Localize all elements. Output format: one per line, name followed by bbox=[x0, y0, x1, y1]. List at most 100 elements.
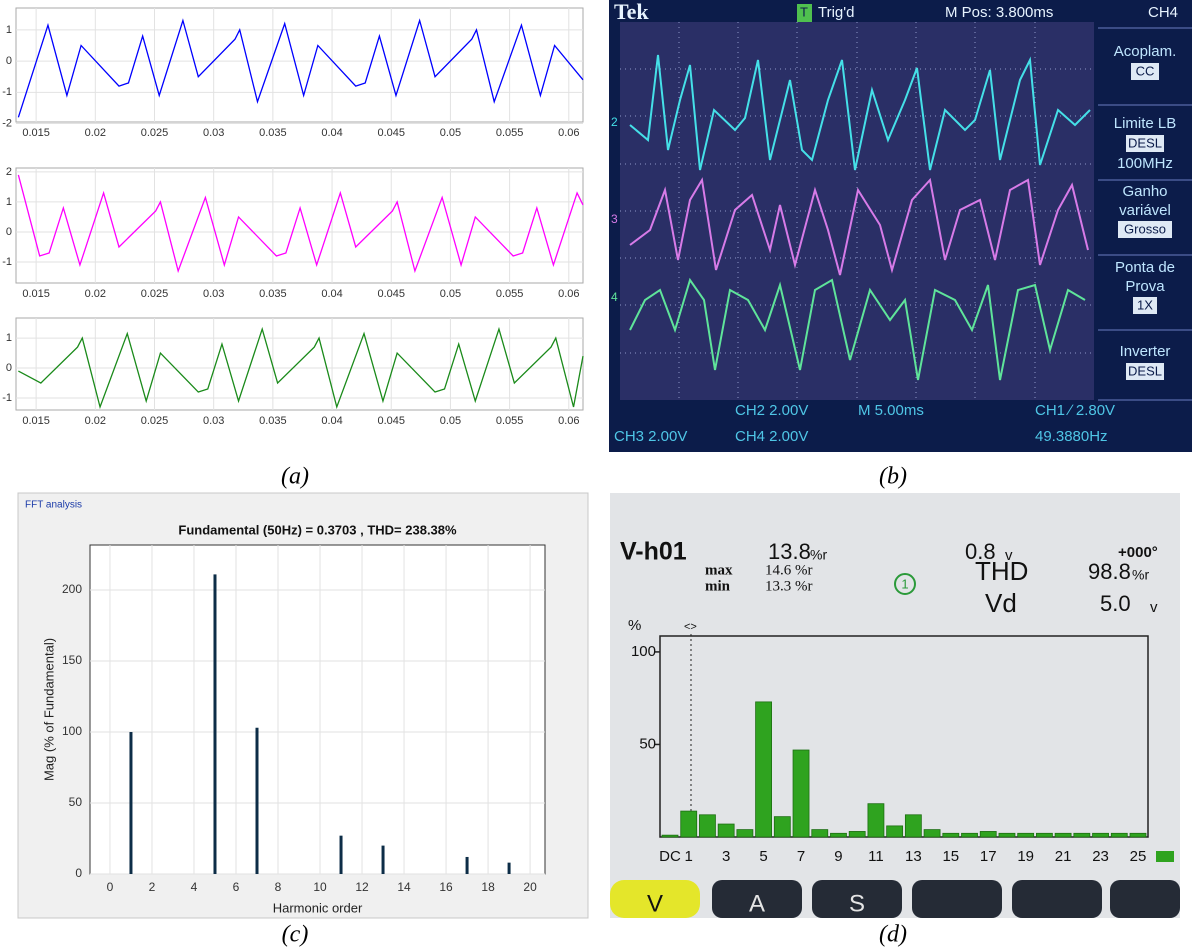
plot-area bbox=[15, 167, 584, 284]
x-tick-label: 7 bbox=[797, 848, 805, 865]
phase-indicator-ring bbox=[894, 573, 916, 595]
bar bbox=[998, 832, 1016, 838]
x-tick-label: 0.06 bbox=[558, 127, 579, 139]
bar bbox=[507, 862, 511, 874]
menu-value: 1X bbox=[1137, 297, 1153, 312]
x-axis-label: Harmonic order bbox=[273, 900, 363, 915]
bar bbox=[381, 845, 385, 874]
x-tick-label: 0.05 bbox=[440, 127, 461, 139]
x-tick-label: 0 bbox=[107, 880, 114, 894]
y-tick-label: -1 bbox=[2, 256, 12, 268]
y-tick-label: 1 bbox=[6, 196, 12, 208]
y-tick-label: 0 bbox=[6, 55, 12, 67]
x-tick-label: 0.015 bbox=[22, 127, 50, 139]
trigger-level: CH1 ∕ 2.80V bbox=[1035, 402, 1115, 419]
x-tick-label: 0.025 bbox=[141, 127, 169, 139]
bar bbox=[339, 835, 343, 874]
x-tick-label: 5 bbox=[759, 848, 767, 865]
x-tick-label: 23 bbox=[1092, 848, 1109, 865]
volts-unit: v bbox=[1005, 547, 1013, 564]
x-tick-label: 0.035 bbox=[259, 415, 287, 427]
y-tick-label: 200 bbox=[62, 582, 82, 596]
soft-button[interactable] bbox=[912, 880, 1002, 918]
soft-button[interactable] bbox=[812, 880, 902, 918]
y-tick-label: 1 bbox=[6, 332, 12, 344]
menu-value-box bbox=[1126, 135, 1164, 152]
oscilloscope-panel: Tek T Trig'd M Pos: 3.800ms CH4 Acoplam.… bbox=[609, 0, 1192, 452]
bar bbox=[661, 834, 679, 838]
bar bbox=[811, 829, 829, 838]
x-tick-label: 0.045 bbox=[377, 127, 405, 139]
x-tick-label: 0.035 bbox=[259, 127, 287, 139]
x-tick-label: 18 bbox=[481, 880, 495, 894]
x-tick-label: 0.025 bbox=[141, 415, 169, 427]
menu-label: Ponta de bbox=[1115, 259, 1175, 276]
bar bbox=[755, 701, 772, 838]
bar bbox=[699, 814, 716, 838]
timebase: M 5.00ms bbox=[858, 402, 924, 419]
x-tick-label: 25 bbox=[1130, 848, 1147, 865]
trigger-marker: T bbox=[800, 4, 808, 19]
menu-label: 100MHz bbox=[1117, 155, 1173, 172]
plot-area bbox=[15, 317, 584, 411]
bar bbox=[1110, 832, 1128, 838]
reading-unit: %r bbox=[810, 547, 827, 563]
frequency: 49.3880Hz bbox=[1035, 428, 1108, 445]
bar bbox=[867, 803, 885, 838]
x-tick-label: 11 bbox=[868, 848, 884, 865]
menu-label: variável bbox=[1119, 202, 1171, 219]
bar bbox=[1036, 832, 1053, 838]
bar bbox=[792, 749, 810, 838]
channel-marker: 2 bbox=[611, 115, 618, 129]
thd-unit: %r bbox=[1132, 567, 1149, 583]
bar bbox=[773, 816, 791, 838]
battery-icon bbox=[1156, 851, 1174, 862]
scope-brand: Tek bbox=[614, 0, 649, 24]
caption: (a) bbox=[281, 464, 309, 490]
vd-value: 5.0 bbox=[1100, 591, 1131, 616]
bar bbox=[213, 574, 217, 874]
menu-label: Limite LB bbox=[1114, 115, 1177, 132]
x-tick-label: 3 bbox=[722, 848, 730, 865]
x-tick-label: 0.045 bbox=[377, 415, 405, 427]
x-tick-label: 0.04 bbox=[321, 415, 342, 427]
x-tick-label: 0.055 bbox=[496, 415, 524, 427]
soft-button[interactable] bbox=[712, 880, 802, 918]
plot-area bbox=[89, 544, 546, 875]
y-tick-label: 150 bbox=[62, 653, 82, 667]
x-tick-label: 0.055 bbox=[496, 127, 524, 139]
soft-button[interactable] bbox=[610, 880, 700, 918]
y-tick-label: -1 bbox=[2, 392, 12, 404]
analyzer-panel: V-h01 13.8 %r max 14.6 %r min 13.3 %r 0.… bbox=[610, 493, 1180, 918]
ch3-scale: CH3 2.00V bbox=[614, 428, 687, 445]
bar bbox=[886, 825, 904, 838]
x-tick-label: 0.06 bbox=[558, 415, 579, 427]
soft-button[interactable] bbox=[1012, 880, 1102, 918]
bar bbox=[904, 814, 922, 838]
menu-label: Acoplam. bbox=[1114, 43, 1177, 60]
phase-indicator: 1 bbox=[901, 576, 908, 591]
x-tick-label: 8 bbox=[275, 880, 282, 894]
soft-button[interactable] bbox=[1110, 880, 1180, 918]
menu-separators bbox=[1098, 27, 1192, 401]
x-tick-label: 13 bbox=[905, 848, 922, 865]
x-tick-label: 20 bbox=[523, 880, 537, 894]
x-tick-label: 15 bbox=[942, 848, 959, 865]
scope-trace bbox=[629, 54, 1091, 171]
menu-value: CC bbox=[1136, 63, 1155, 78]
y-tick-label: 50 bbox=[639, 735, 656, 752]
x-tick-label: DC bbox=[659, 848, 681, 865]
y-tick-label: 50 bbox=[69, 795, 83, 809]
data-line bbox=[17, 18, 584, 118]
bar bbox=[848, 831, 866, 838]
menu-value-box bbox=[1118, 221, 1172, 238]
cursor: <> bbox=[684, 621, 697, 633]
bar bbox=[961, 832, 978, 838]
bar bbox=[255, 727, 259, 874]
thd-label: THD bbox=[975, 556, 1028, 586]
menu-value-box bbox=[1131, 63, 1159, 80]
x-tick-label: 2 bbox=[149, 880, 156, 894]
soft-button-label: A bbox=[749, 890, 765, 917]
bar bbox=[830, 832, 847, 838]
